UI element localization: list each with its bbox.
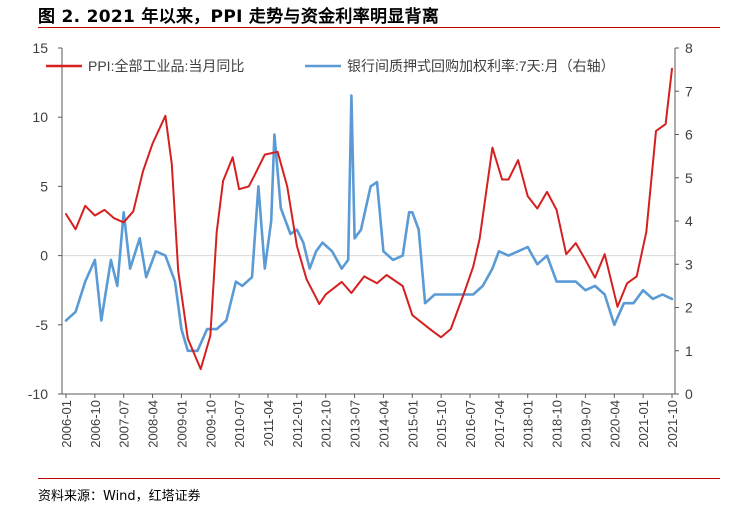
y-left-tick-label: 15: [32, 40, 48, 56]
x-tick-label: 2021-01: [636, 400, 651, 448]
y-right-tick-label: 5: [685, 170, 693, 186]
x-tick-label: 2011-04: [261, 400, 276, 447]
legend-label: 银行间质押式回购加权利率:7天:月（右轴）: [347, 58, 615, 74]
legend: PPI:全部工业品:当月同比 银行间质押式回购加权利率:7天:月（右轴）: [46, 58, 615, 74]
x-tick-label: 2006-01: [59, 400, 74, 448]
title-underline: [38, 27, 720, 28]
y-left-tick-label: -5: [36, 317, 49, 333]
y-axis-right: 0 1 2 3 4 5 6 7 8: [674, 40, 693, 402]
x-tick-label: 2009-01: [174, 400, 189, 448]
x-tick-label: 2016-07: [463, 400, 478, 448]
y-right-tick-label: 8: [685, 40, 693, 56]
y-right-tick-label: 0: [685, 386, 693, 402]
x-tick-label: 2014-04: [376, 400, 391, 448]
legend-label: PPI:全部工业品:当月同比: [88, 58, 244, 74]
x-tick-label: 2018-10: [550, 400, 565, 448]
x-tick-label: 2010-07: [232, 400, 247, 448]
line-chart: -10 -5 0 5 10 15 0 1 2 3 4 5 6 7 8 2006-01 2006-10 2007…: [28, 40, 693, 448]
x-tick-label: 2007-07: [117, 400, 132, 448]
y-left-tick-label: -10: [28, 386, 48, 402]
x-tick-label: 2009-10: [203, 400, 218, 448]
chart-title: 图 2. 2021 年以来，PPI 走势与资金利率明显背离: [38, 7, 440, 27]
x-tick-label: 2012-10: [319, 400, 334, 448]
series-line-ppi: [65, 67, 673, 371]
x-tick-label: 2013-07: [348, 400, 363, 448]
x-tick-label: 2008-04: [146, 400, 161, 448]
plot-lines: [64, 67, 674, 371]
x-tick-label: 2012-01: [290, 400, 305, 448]
y-left-tick-label: 10: [32, 109, 48, 125]
y-right-tick-label: 3: [685, 256, 693, 272]
y-right-tick-label: 1: [685, 343, 693, 359]
x-axis: 2006-01 2006-10 2007-07 2008-04 2009-01 2009-…: [59, 393, 680, 448]
x-tick-label: 2021-10: [665, 400, 680, 448]
x-tick-label: 2017-04: [492, 400, 507, 448]
x-tick-label: 2020-04: [607, 400, 622, 448]
source-note: 资料来源：Wind，红塔证券: [38, 489, 201, 504]
y-left-tick-label: 5: [40, 178, 48, 194]
series-line-repo-rate: [64, 94, 674, 353]
y-right-tick-label: 4: [685, 213, 693, 229]
x-tick-label: 2018-01: [521, 400, 536, 448]
y-left-tick-label: 0: [40, 248, 48, 264]
x-tick-label: 2019-07: [578, 400, 593, 448]
x-tick-label: 2015-01: [405, 400, 420, 448]
x-tick-label: 2006-10: [88, 400, 103, 448]
y-right-tick-label: 7: [685, 83, 693, 99]
source-rule: [38, 478, 720, 479]
y-right-tick-label: 2: [685, 300, 693, 316]
y-right-tick-label: 6: [685, 127, 693, 143]
x-tick-label: 2015-10: [434, 400, 449, 448]
